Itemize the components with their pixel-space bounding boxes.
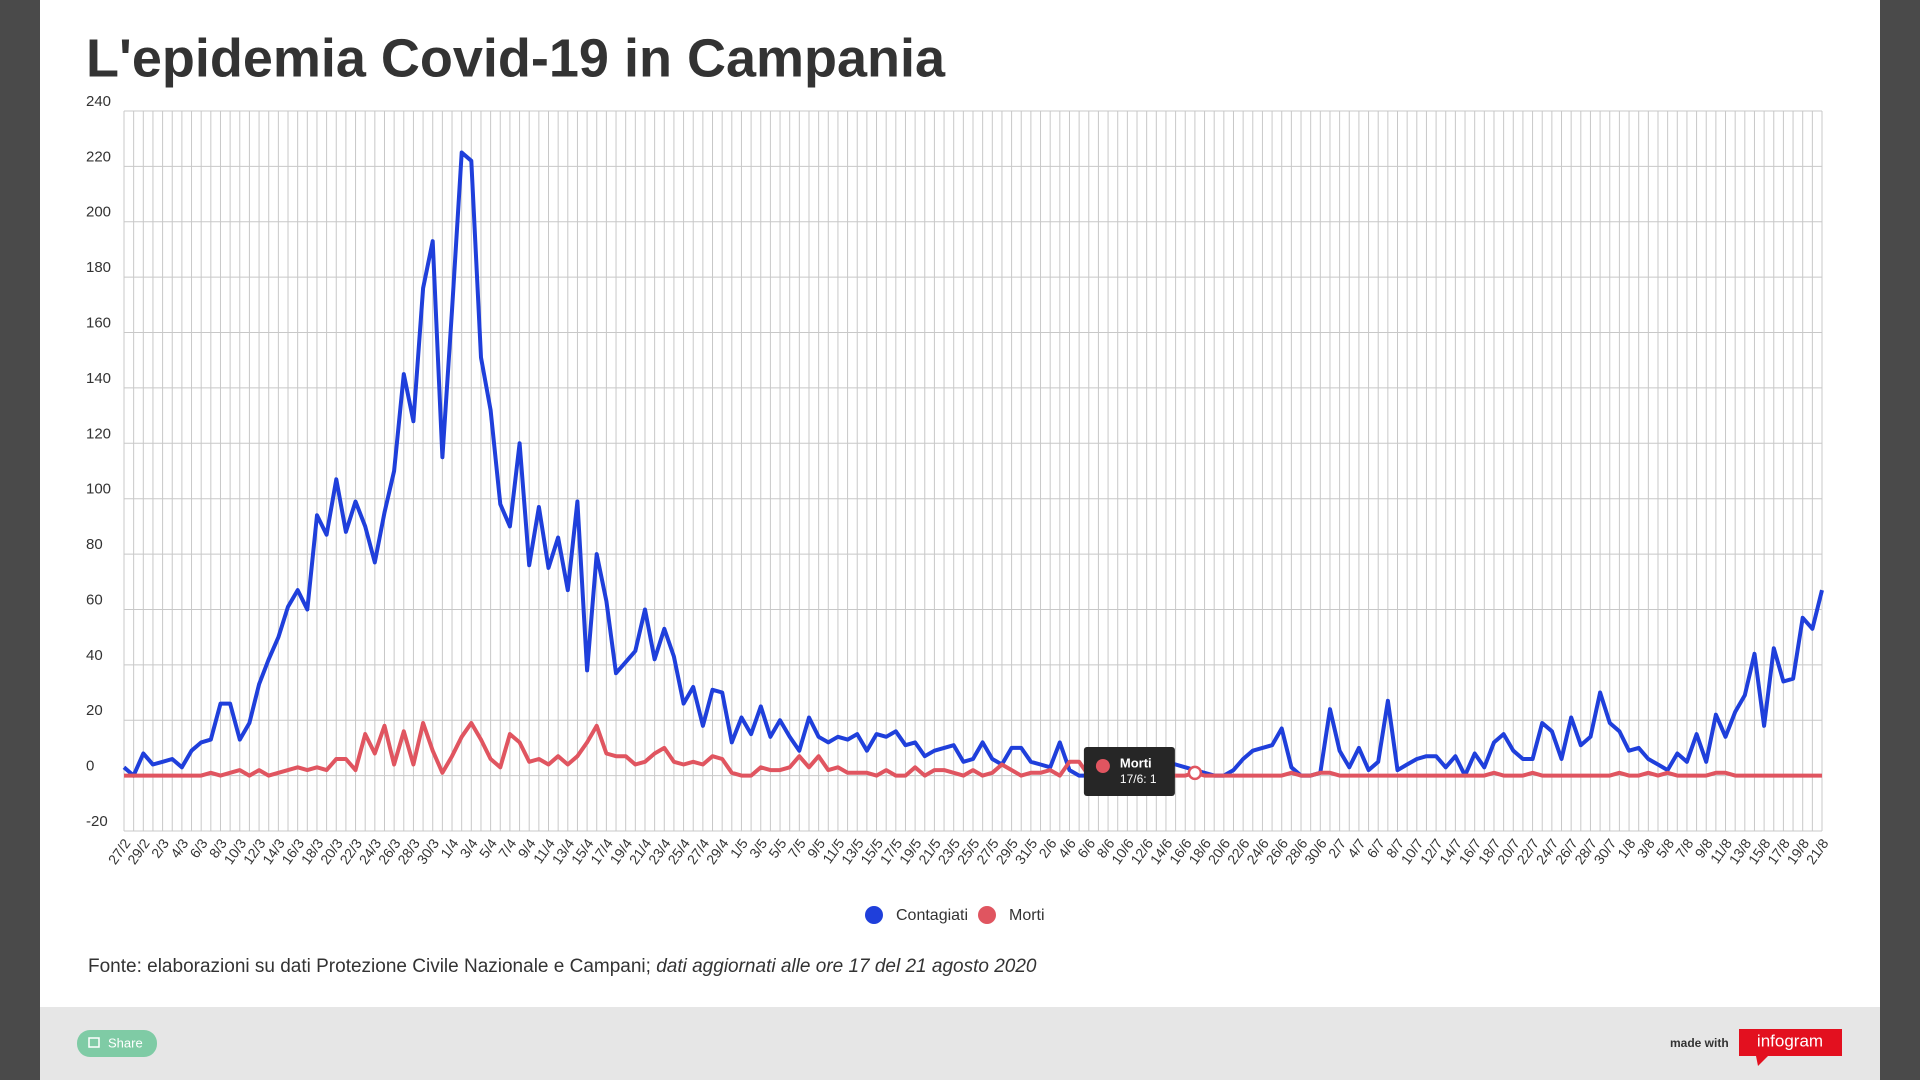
y-tick-label: 240 [86,93,111,110]
legend-label: Morti [1009,907,1045,924]
y-tick-label: 180 [86,259,111,276]
y-tick-label: 80 [86,536,103,553]
y-tick-label: 220 [86,148,111,165]
card [40,0,1880,1007]
legend-marker [978,906,996,924]
logo-bg[interactable] [1739,1029,1842,1066]
infogram-logo[interactable]: infogram [1739,1029,1842,1066]
source: Fonte: elaborazioni su dati Protezione C… [88,956,1037,977]
chart-title: L'epidemia Covid-19 in Campania [86,28,946,88]
y-tick-label: 200 [86,204,111,221]
share-label[interactable]: Share [108,1035,143,1050]
tooltip-label: 17/6: 1 [1120,772,1157,786]
series-line [122,150,1824,778]
y-tick-label: 60 [86,591,103,608]
y-tick-label: 160 [86,315,111,332]
footer-bar [40,1007,1880,1080]
share-icon [88,1037,100,1048]
made-with: made with [1670,1036,1729,1050]
y-tick-label: 120 [86,425,111,442]
tooltip-title: Morti [1120,755,1152,770]
tooltip-marker [1095,759,1110,773]
y-tick-label: 20 [86,702,103,719]
grid [123,110,1823,832]
logo-text[interactable]: infogram [1757,1031,1823,1050]
legend-marker [865,906,883,924]
share-bg[interactable] [77,1030,157,1057]
legend: Contagiati Morti [865,906,1045,924]
series-line [124,721,1822,778]
hover-point [1187,765,1203,781]
y-tick-label: 140 [86,370,111,387]
y-tick-label: -20 [86,813,108,830]
y-tick-label: 100 [86,481,111,498]
y-tick-label: 40 [86,647,103,664]
tooltip: Morti 17/6: 1 [1083,747,1175,796]
source-note: dati aggiornati alle ore 17 del 21 agost… [656,956,1037,977]
tooltip-bg [1083,747,1175,796]
share-button[interactable]: Share [77,1030,157,1057]
source-text: Fonte: elaborazioni su dati Protezione C… [88,956,651,977]
legend-label: Contagiati [896,907,968,924]
y-tick-label: 0 [86,758,94,775]
